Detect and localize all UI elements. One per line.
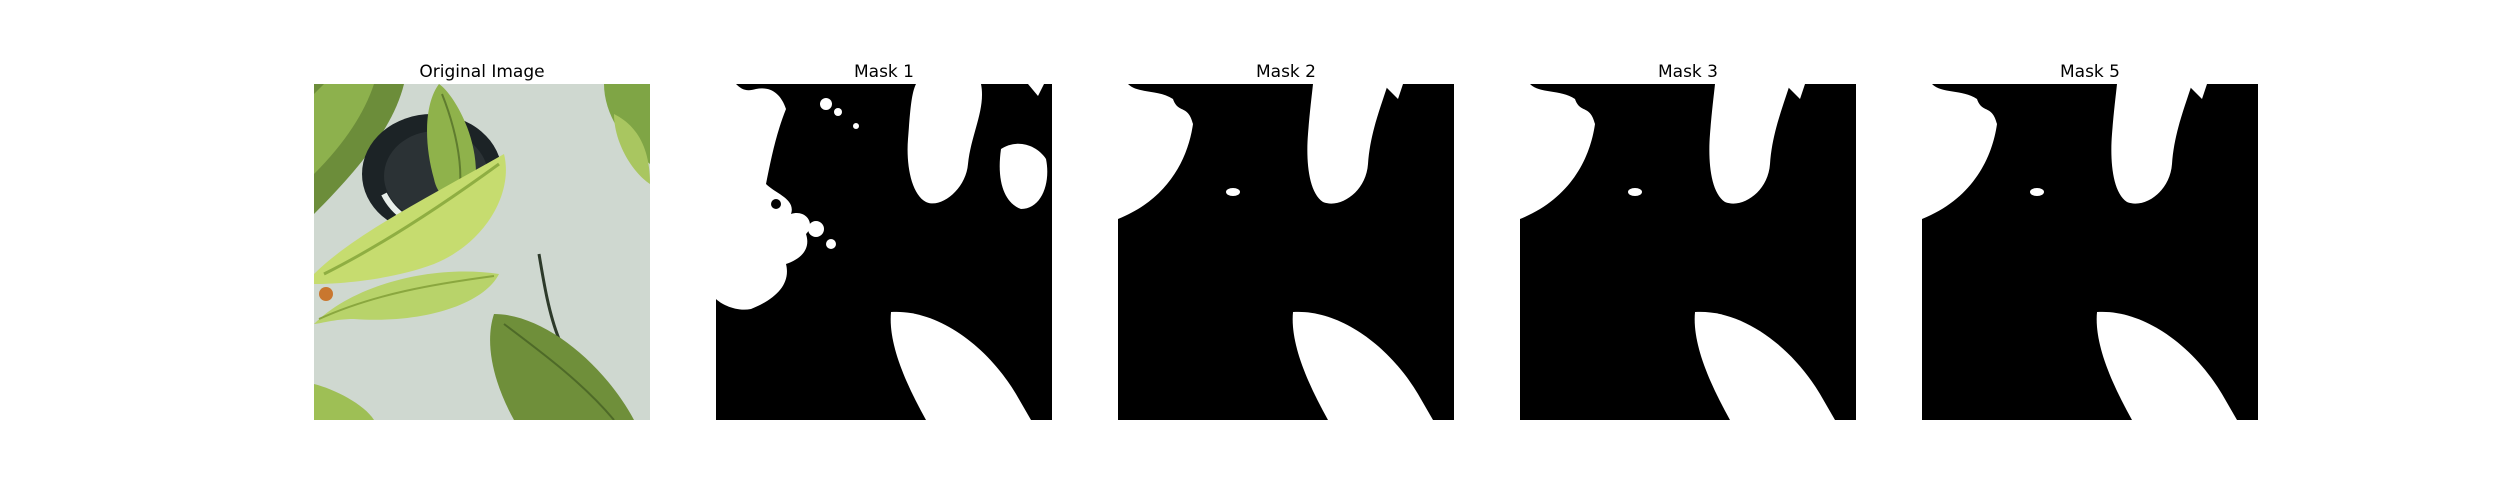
panel-mask-5: Mask 5 — [1922, 60, 2258, 84]
panel-original-image: Original Image — [314, 60, 650, 84]
panel-title: Mask 5 — [1922, 60, 2258, 84]
panel-title: Mask 3 — [1520, 60, 1856, 84]
mask-image — [1118, 84, 1454, 420]
panel-mask-1: Mask 1 — [716, 60, 1052, 84]
panel-mask-3: Mask 3 — [1520, 60, 1856, 84]
mask-image — [1520, 84, 1856, 420]
mask-image — [716, 84, 1052, 420]
panel-mask-2: Mask 2 — [1118, 60, 1454, 84]
panel-title: Mask 2 — [1118, 60, 1454, 84]
panel-title: Mask 1 — [716, 60, 1052, 84]
panel-title: Original Image — [314, 60, 650, 84]
original-image — [314, 84, 650, 420]
mask-image — [1922, 84, 2258, 420]
